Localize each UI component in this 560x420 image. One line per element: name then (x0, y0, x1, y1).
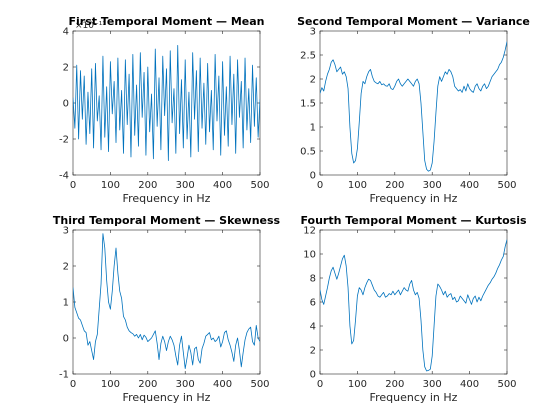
y-tick-label: 0 (310, 171, 316, 182)
y-tick-label: 0 (310, 370, 316, 381)
y-tick-label: 2 (63, 262, 69, 273)
x-axis-label: Frequency in Hz (123, 192, 211, 205)
axes-frame (72, 30, 261, 176)
x-tick-label: 200 (138, 379, 157, 390)
y-tick-label: -1 (59, 370, 69, 381)
y-tick-label: 1.5 (300, 99, 316, 110)
y-tick-label: 2.5 (300, 51, 316, 62)
axes-frame (319, 229, 508, 375)
x-tick-label: 100 (348, 379, 367, 390)
series-line (320, 41, 507, 172)
x-tick-label: 500 (250, 379, 269, 390)
x-tick-label: 500 (497, 379, 516, 390)
y-tick-label: 2 (310, 346, 316, 357)
series-line (73, 45, 260, 162)
y-tick-label: 2 (63, 63, 69, 74)
x-tick-label: 200 (385, 180, 404, 191)
x-tick-label: 0 (317, 180, 323, 191)
y-tick-label: 12 (303, 226, 316, 237)
x-tick-label: 200 (138, 180, 157, 191)
x-tick-label: 400 (213, 379, 232, 390)
y-tick-label: -4 (59, 171, 69, 182)
x-tick-label: 400 (213, 180, 232, 191)
x-axis-label: Frequency in Hz (370, 391, 458, 404)
subplot-2: 0 100 200 300 400 500 0 0.5 1 1.5 2 2.5 3 Frequency i… (297, 15, 530, 205)
subplot-1: 0 100 200 300 400 500 -4 -2 0 2 4 ×10⁻¹³ Frequency i… (59, 15, 270, 205)
chart-title: Third Temporal Moment — Skewness (53, 214, 281, 227)
x-tick-label: 100 (348, 180, 367, 191)
axes-frame (319, 30, 508, 176)
x-tick-label: 400 (460, 180, 479, 191)
x-tick-label: 500 (250, 180, 269, 191)
x-tick-label: 100 (101, 180, 120, 191)
subplot-4: 0 100 200 300 400 500 0 2 4 6 8 10 12 Frequency in Hz… (300, 214, 527, 404)
y-tick-label: 1 (63, 298, 69, 309)
series-line (320, 239, 507, 372)
x-tick-label: 500 (497, 180, 516, 191)
x-tick-label: 300 (176, 379, 195, 390)
x-tick-label: 300 (176, 180, 195, 191)
x-tick-label: 100 (101, 379, 120, 390)
y-tick-label: 0 (63, 334, 69, 345)
y-tick-label: 3 (63, 226, 69, 237)
y-tick-label: 4 (63, 27, 69, 38)
y-tick-label: 2 (310, 75, 316, 86)
y-tick-label: -2 (59, 135, 69, 146)
chart-title: Second Temporal Moment — Variance (297, 15, 530, 28)
y-tick-label: 3 (310, 27, 316, 38)
x-tick-label: 300 (423, 379, 442, 390)
y-tick-label: 4 (310, 322, 316, 333)
y-tick-label: 0 (63, 99, 69, 110)
x-tick-label: 300 (423, 180, 442, 191)
chart-title: First Temporal Moment — Mean (68, 15, 264, 28)
x-axis-label: Frequency in Hz (123, 391, 211, 404)
x-axis-label: Frequency in Hz (370, 192, 458, 205)
y-tick-label: 10 (303, 250, 316, 261)
x-tick-label: 0 (70, 379, 76, 390)
chart-title: Fourth Temporal Moment — Kurtosis (300, 214, 527, 227)
series-line (73, 233, 260, 370)
y-tick-label: 1 (310, 123, 316, 134)
x-tick-label: 0 (70, 180, 76, 191)
x-tick-label: 0 (317, 379, 323, 390)
y-tick-label: 6 (310, 298, 316, 309)
y-tick-label: 0.5 (300, 147, 316, 158)
y-tick-label: 8 (310, 274, 316, 285)
y-exponent-label: ×10⁻¹³ (75, 21, 106, 31)
x-tick-label: 400 (460, 379, 479, 390)
x-tick-label: 200 (385, 379, 404, 390)
